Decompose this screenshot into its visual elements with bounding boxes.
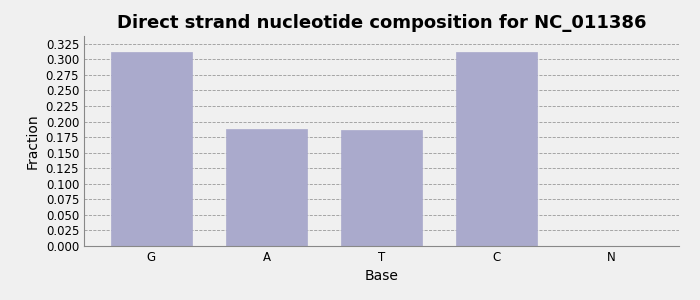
Y-axis label: Fraction: Fraction (26, 113, 40, 169)
Bar (456, 52, 537, 246)
Bar (341, 130, 422, 246)
Title: Direct strand nucleotide composition for NC_011386: Direct strand nucleotide composition for… (117, 14, 646, 32)
X-axis label: Base: Base (365, 269, 398, 284)
Bar (226, 129, 307, 246)
Bar (111, 52, 192, 246)
